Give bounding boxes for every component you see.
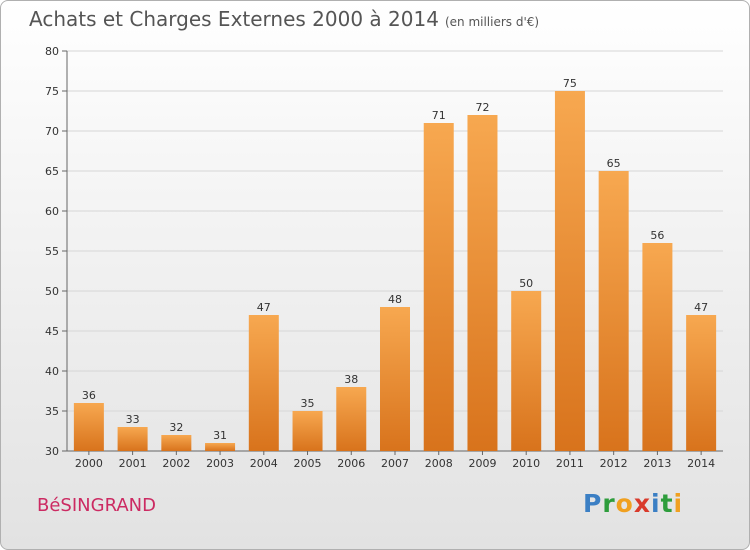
proxiti-logo: Proxiti <box>583 489 683 518</box>
labels: 30 35 40 45 50 55 60 65 70 75 80 36 2000 33 2001 32 2002… <box>45 45 715 470</box>
bar <box>336 387 367 451</box>
bar <box>423 123 454 451</box>
data-label: 71 <box>432 109 446 122</box>
y-tick-label: 50 <box>45 285 59 298</box>
bar <box>73 403 104 451</box>
logo-letter: r <box>602 489 616 518</box>
bar <box>161 435 192 451</box>
commune-name: BéSINGRAND <box>37 495 156 516</box>
y-tick-label: 65 <box>45 165 59 178</box>
bar <box>380 307 410 451</box>
data-label: 33 <box>126 413 140 426</box>
logo-letter: o <box>615 489 634 518</box>
bar <box>642 243 673 451</box>
y-tick-label: 35 <box>45 405 59 418</box>
y-tick-label: 60 <box>45 205 59 218</box>
bar <box>686 315 717 451</box>
unit-note: (en milliers d'€) <box>444 15 540 29</box>
x-tick-label: 2014 <box>687 457 715 470</box>
data-label: 65 <box>607 157 621 170</box>
x-tick-label: 2002 <box>162 457 190 470</box>
data-label: 47 <box>257 301 271 314</box>
bar <box>248 315 279 451</box>
data-label: 75 <box>563 77 577 90</box>
bar <box>205 443 236 451</box>
bar <box>598 171 629 451</box>
logo-letter: i <box>673 489 684 518</box>
bar <box>511 291 542 451</box>
x-tick-label: 2008 <box>425 457 453 470</box>
data-label: 32 <box>169 421 183 434</box>
x-tick-label: 2011 <box>556 457 584 470</box>
y-tick-label: 55 <box>45 245 59 258</box>
x-tick-label: 2004 <box>250 457 278 470</box>
x-tick-label: 2005 <box>294 457 322 470</box>
bar <box>467 115 498 451</box>
y-tick-label: 70 <box>45 125 59 138</box>
y-tick-label: 75 <box>45 85 59 98</box>
logo-letter: t <box>660 489 674 518</box>
data-label: 48 <box>388 293 402 306</box>
x-tick-label: 2009 <box>468 457 496 470</box>
chart-title: Achats et Charges Externes 2000 à 2014 (e… <box>29 7 539 31</box>
data-label: 31 <box>213 429 227 442</box>
x-tick-label: 2000 <box>75 457 103 470</box>
bars <box>73 91 717 451</box>
data-label: 38 <box>344 373 358 386</box>
x-tick-label: 2010 <box>512 457 540 470</box>
logo-letter: x <box>633 489 651 518</box>
x-tick-label: 2007 <box>381 457 409 470</box>
logo-letter: i <box>651 489 661 518</box>
y-tick-label: 45 <box>45 325 59 338</box>
data-label: 35 <box>301 397 315 410</box>
bar <box>292 411 323 451</box>
y-tick-label: 80 <box>45 45 59 58</box>
bar <box>117 427 148 451</box>
y-tick-label: 30 <box>45 445 59 458</box>
data-label: 47 <box>694 301 708 314</box>
x-tick-label: 2006 <box>337 457 365 470</box>
x-tick-label: 2001 <box>119 457 147 470</box>
data-label: 56 <box>650 229 664 242</box>
x-tick-label: 2013 <box>643 457 671 470</box>
bar <box>554 91 585 451</box>
data-label: 72 <box>475 101 489 114</box>
x-tick-label: 2003 <box>206 457 234 470</box>
y-tick-label: 40 <box>45 365 59 378</box>
data-label: 50 <box>519 277 533 290</box>
x-tick-label: 2012 <box>600 457 628 470</box>
data-label: 36 <box>82 389 96 402</box>
title-text: Achats et Charges Externes 2000 à 2014 <box>29 7 439 31</box>
logo-letter: P <box>583 489 603 518</box>
